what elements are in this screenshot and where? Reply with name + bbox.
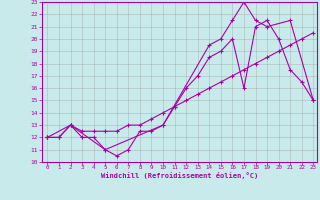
- X-axis label: Windchill (Refroidissement éolien,°C): Windchill (Refroidissement éolien,°C): [100, 172, 258, 179]
